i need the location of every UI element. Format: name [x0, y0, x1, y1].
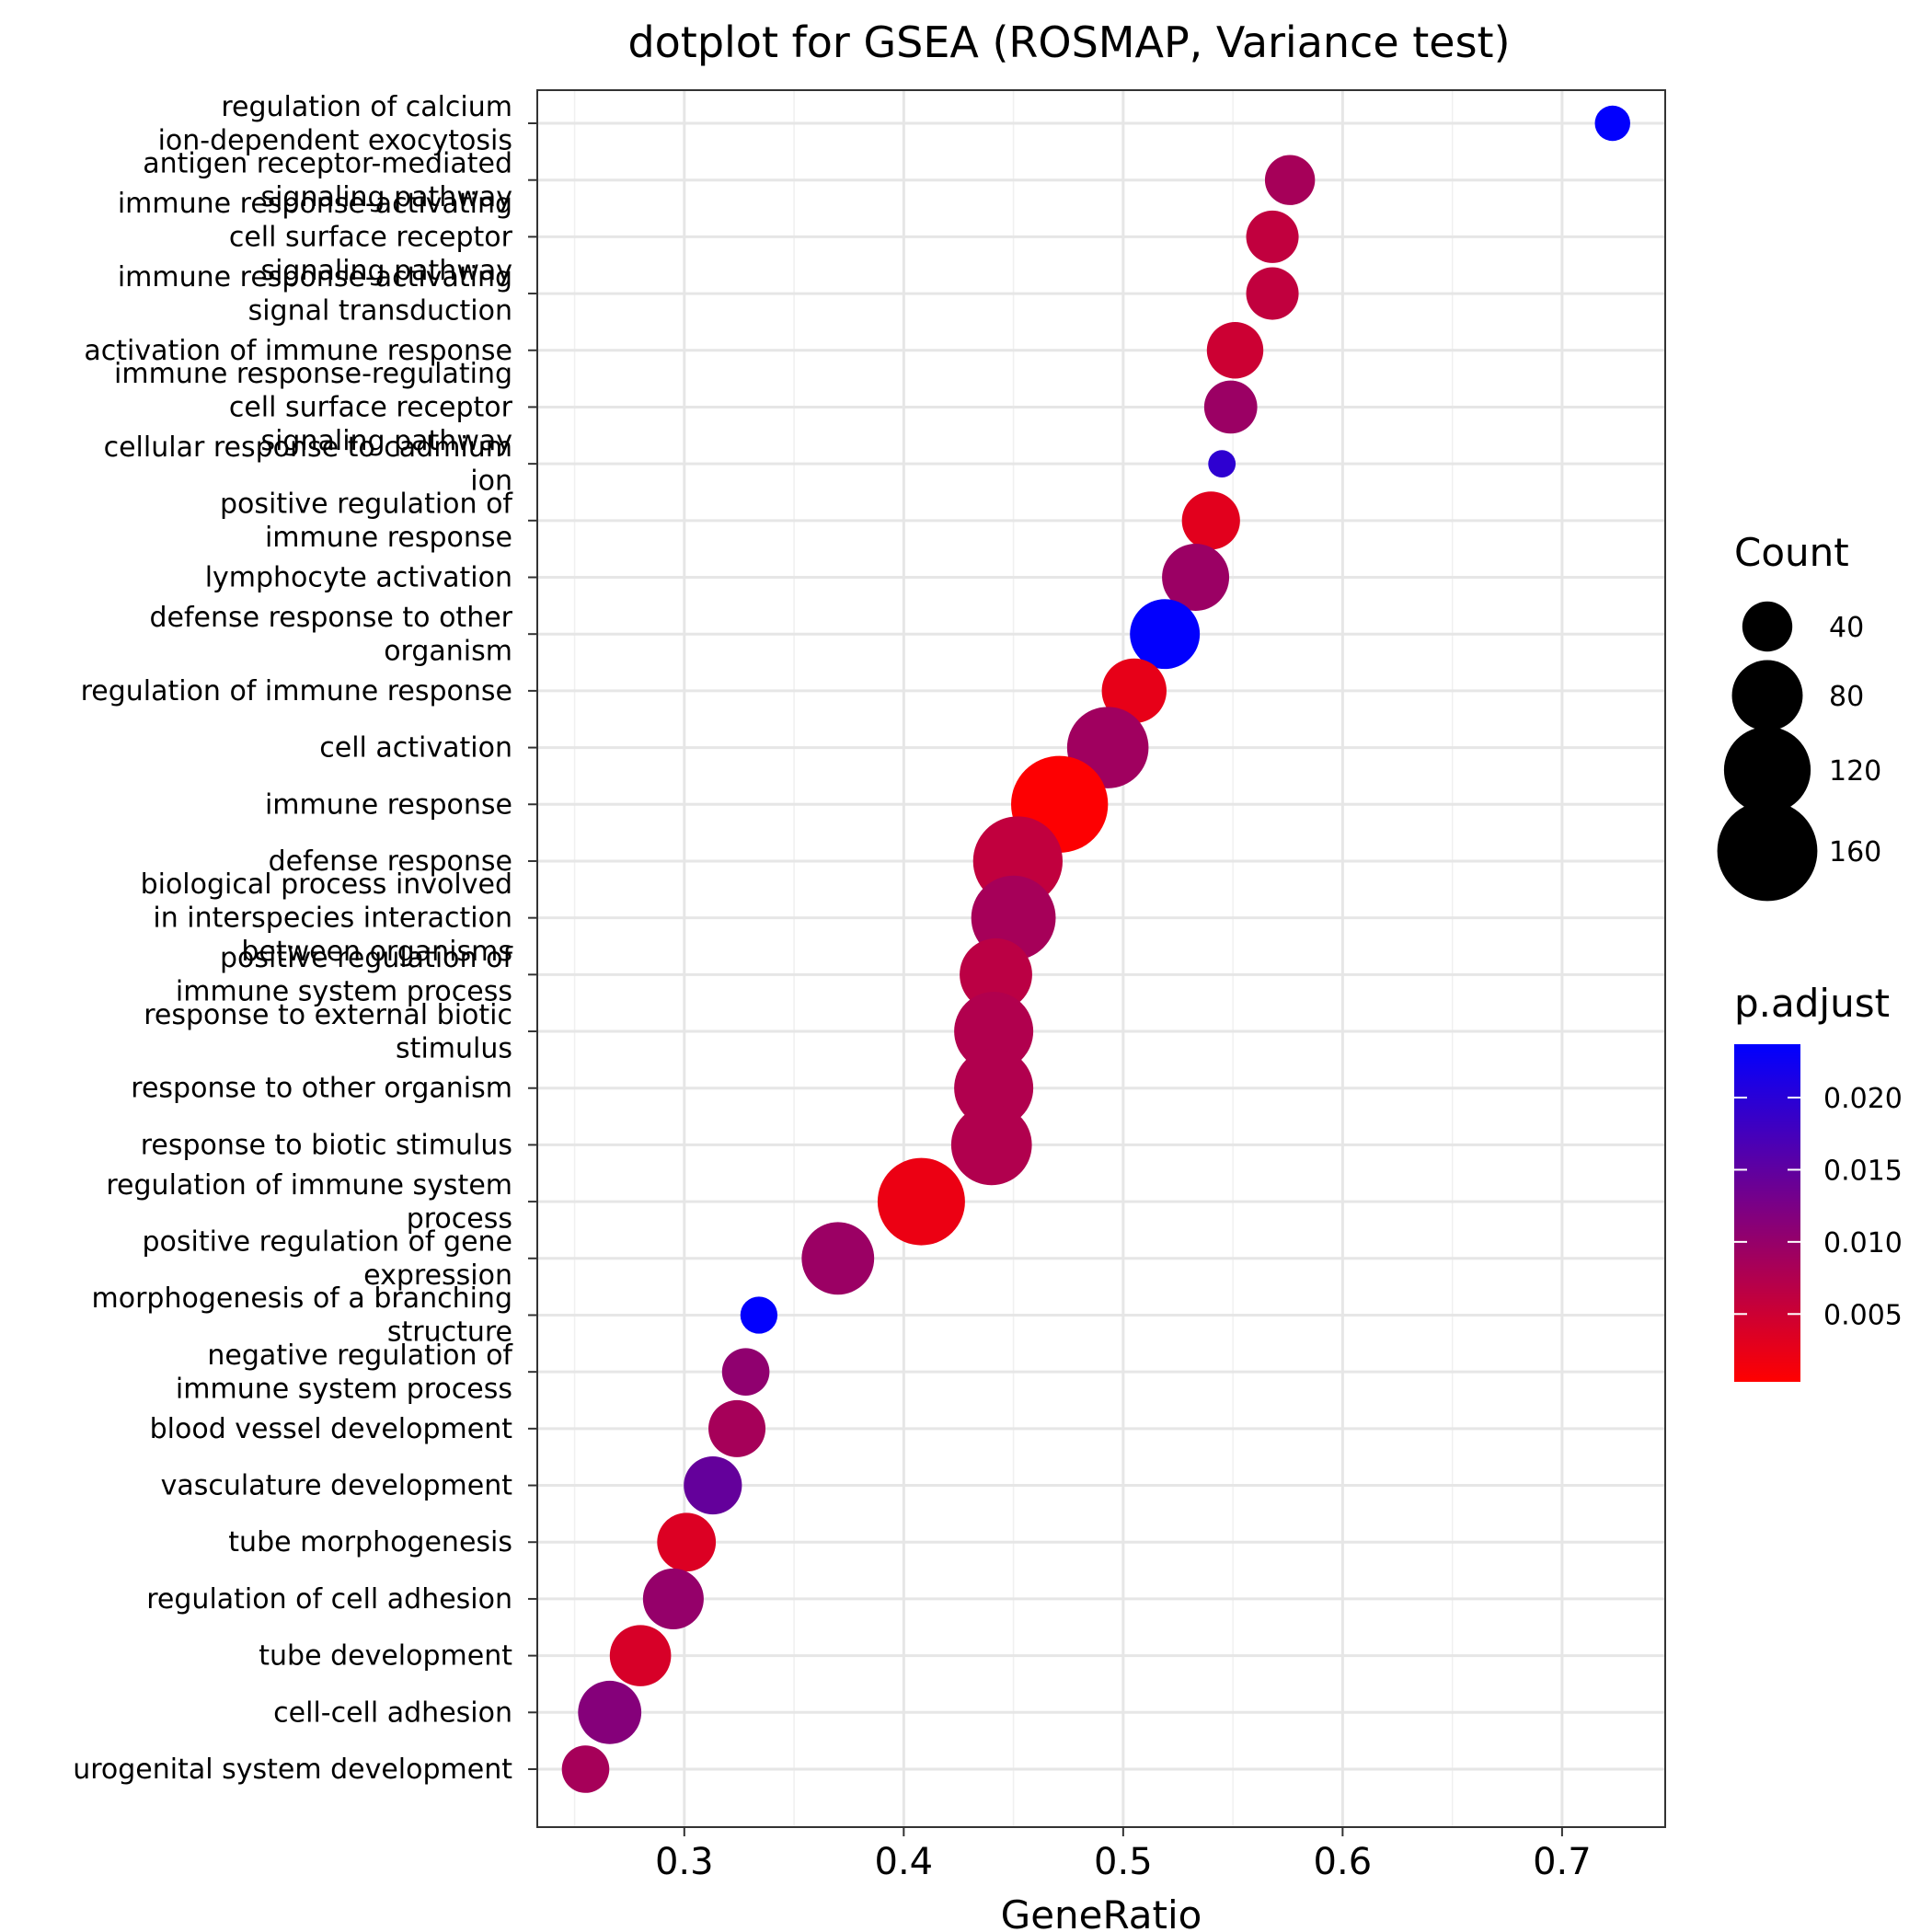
- y-axis-label: immune response-activating cell surface r…: [118, 188, 513, 287]
- count-legend-dot: [1742, 601, 1793, 652]
- x-axis: 0.3 0.4 0.5 0.6 0.7: [655, 1827, 1592, 1883]
- count-legend-label: 160: [1829, 836, 1881, 868]
- y-axis-label: regulation of immune system process: [106, 1169, 512, 1236]
- count-legend-dot: [1731, 660, 1803, 731]
- data-point: [954, 992, 1034, 1072]
- data-point: [1181, 491, 1240, 550]
- data-point: [1130, 599, 1201, 670]
- data-point: [954, 1048, 1034, 1128]
- y-axis-label: tube development: [259, 1640, 512, 1673]
- y-axis-label: positive regulation of gene expression: [142, 1226, 512, 1293]
- data-point: [1208, 450, 1236, 478]
- data-point: [721, 1348, 770, 1396]
- colorbar-label: 0.005: [1823, 1299, 1903, 1331]
- y-axis-label: cellular response to cadmium ion: [104, 431, 512, 498]
- y-axis-label: regulation of calcium ion-dependent exocy…: [158, 91, 512, 157]
- data-points: [561, 105, 1630, 1793]
- y-axis-label: negative regulation of immune system proc…: [176, 1340, 514, 1406]
- y-axis-label: immune response-regulating cell surface r…: [114, 358, 513, 457]
- y-axis-label: cell activation: [319, 732, 512, 765]
- y-axis-label: response to biotic stimulus: [141, 1129, 512, 1161]
- data-point: [1206, 322, 1264, 379]
- chart-title: dotplot for GSEA (ROSMAP, Variance test): [627, 17, 1510, 67]
- y-axis-label: regulation of immune response: [81, 675, 512, 707]
- plot-panel-border: [536, 89, 1666, 1828]
- count-legend: Count 40 80 120 160: [1717, 530, 1881, 902]
- colorbar-label: 0.020: [1823, 1083, 1903, 1115]
- data-point: [684, 1455, 742, 1515]
- data-point: [708, 1399, 766, 1457]
- y-axis-label: immune response: [265, 788, 512, 821]
- y-axis-label: vasculature development: [161, 1470, 513, 1502]
- grid-lines: [537, 90, 1665, 1827]
- count-legend-title: Count: [1734, 530, 1849, 575]
- plot-panel: [537, 90, 1665, 1827]
- data-point: [877, 1157, 965, 1246]
- count-legend-dot: [1723, 726, 1811, 814]
- x-axis-title: GeneRatio: [1001, 1892, 1202, 1932]
- data-point: [561, 1745, 610, 1793]
- y-axis-label: activation of immune response: [84, 335, 512, 367]
- count-legend-label: 40: [1829, 612, 1864, 644]
- data-point: [1162, 544, 1230, 612]
- x-tick-label: 0.4: [875, 1841, 934, 1883]
- padjust-legend-title: p.adjust: [1734, 981, 1890, 1026]
- y-axis-labels: regulation of calcium ion-dependent exocy…: [73, 91, 537, 1786]
- data-point: [1594, 105, 1630, 142]
- y-axis-label: lymphocyte activation: [205, 562, 512, 594]
- data-point: [950, 1104, 1032, 1186]
- y-axis-label: positive regulation of immune response: [220, 489, 513, 555]
- y-axis-label: immune response-activating signal transdu…: [118, 261, 512, 328]
- data-point: [609, 1625, 672, 1686]
- data-point: [1246, 210, 1299, 263]
- y-axis-label: response to other organism: [131, 1073, 512, 1105]
- y-axis-label: urogenital system development: [73, 1754, 512, 1786]
- colorbar-label: 0.015: [1823, 1155, 1903, 1187]
- data-point: [578, 1680, 642, 1744]
- y-axis-label: blood vessel development: [150, 1413, 513, 1445]
- data-point: [801, 1222, 875, 1295]
- y-axis-label: defense response to other organism: [149, 602, 512, 668]
- y-axis-label: tube morphogenesis: [228, 1526, 512, 1558]
- data-point: [960, 937, 1032, 1011]
- data-point: [740, 1296, 778, 1334]
- y-axis-label: biological process involved in interspeci…: [141, 868, 512, 968]
- count-legend-dot: [1717, 800, 1818, 902]
- colorbar-label: 0.010: [1823, 1227, 1903, 1259]
- y-axis-label: antigen receptor-mediated signaling pathw…: [143, 147, 512, 213]
- count-legend-label: 80: [1829, 681, 1864, 713]
- x-tick-label: 0.7: [1533, 1841, 1592, 1883]
- data-point: [1203, 380, 1258, 434]
- count-legend-label: 120: [1829, 755, 1881, 788]
- x-tick-label: 0.5: [1094, 1841, 1153, 1883]
- x-tick-label: 0.3: [655, 1841, 714, 1883]
- y-axis-label: morphogenesis of a branching structure: [92, 1282, 512, 1349]
- x-tick-label: 0.6: [1314, 1841, 1373, 1883]
- padjust-colorbar: [1734, 1044, 1800, 1382]
- data-point: [642, 1568, 704, 1629]
- data-point: [657, 1512, 717, 1572]
- y-axis-label: cell-cell adhesion: [273, 1696, 512, 1729]
- data-point: [1246, 267, 1299, 320]
- y-axis-label: response to external biotic stimulus: [144, 999, 512, 1065]
- padjust-legend: p.adjust 0.005 0.010 0.015 0.020: [1734, 981, 1903, 1382]
- y-axis-label: regulation of cell adhesion: [146, 1583, 512, 1616]
- y-axis-label: positive regulation of immune system proc…: [176, 942, 514, 1008]
- y-axis-label: defense response: [269, 845, 512, 878]
- data-point: [1101, 658, 1167, 724]
- data-point: [1264, 155, 1316, 205]
